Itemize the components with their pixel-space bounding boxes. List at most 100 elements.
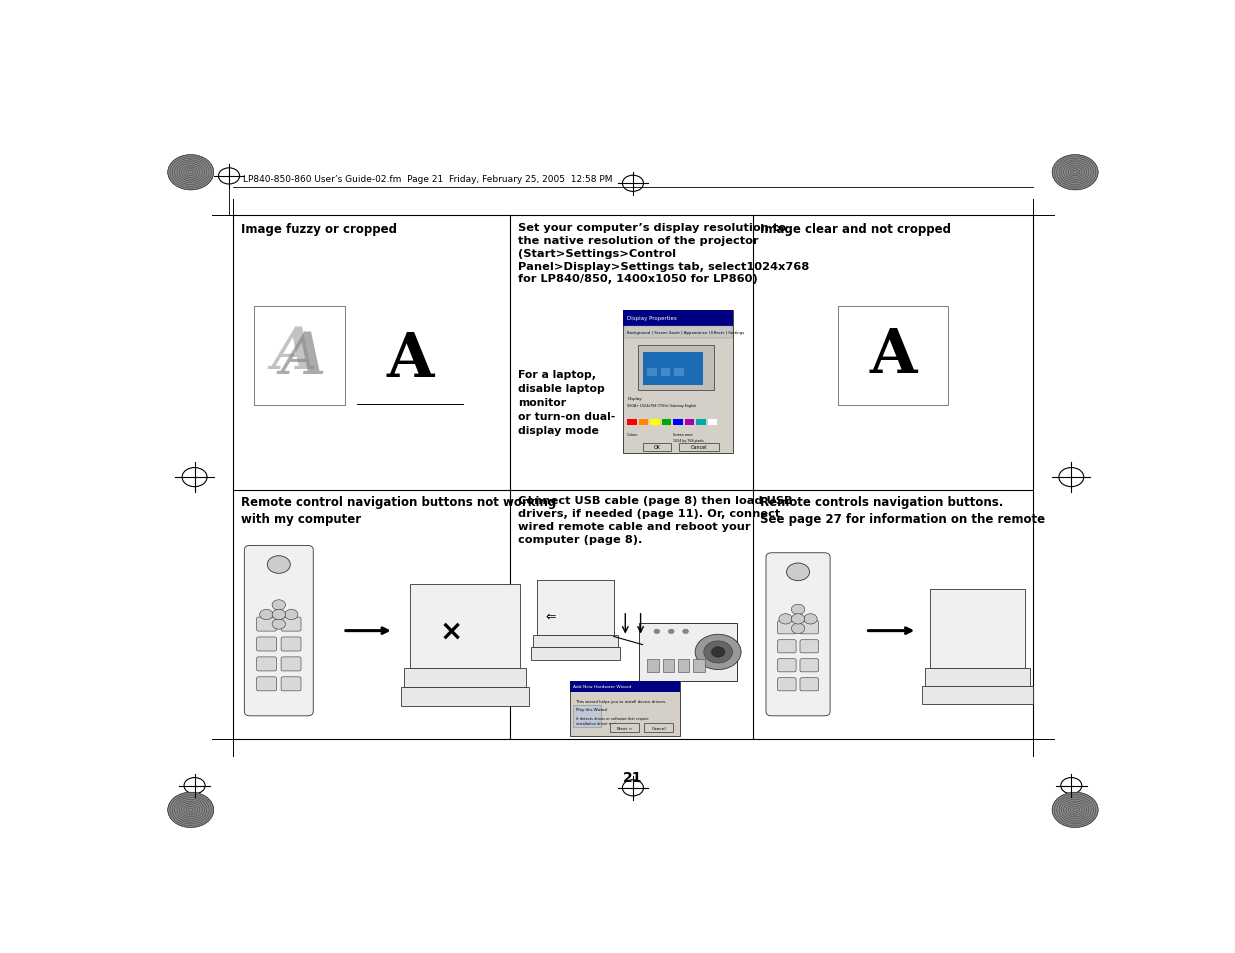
Text: Cancel: Cancel (651, 726, 666, 730)
Text: A: A (272, 324, 317, 380)
FancyBboxPatch shape (233, 215, 1032, 740)
Text: Image clear and not cropped: Image clear and not cropped (761, 223, 951, 236)
FancyBboxPatch shape (245, 546, 314, 716)
FancyBboxPatch shape (800, 659, 819, 672)
FancyBboxPatch shape (625, 327, 731, 338)
Text: Connect USB cable (page 8) then load USB
drivers, if needed (page 11). Or, conne: Connect USB cable (page 8) then load USB… (519, 496, 793, 544)
Circle shape (168, 155, 214, 191)
Text: For a laptop,
disable laptop
monitor
or turn-on dual-
display mode: For a laptop, disable laptop monitor or … (519, 370, 615, 436)
FancyBboxPatch shape (679, 444, 719, 451)
FancyBboxPatch shape (410, 584, 520, 668)
Circle shape (168, 792, 214, 827)
FancyBboxPatch shape (800, 678, 819, 691)
FancyBboxPatch shape (627, 419, 637, 425)
Text: Play this Wizard: Play this Wizard (576, 707, 606, 711)
FancyBboxPatch shape (624, 311, 734, 327)
FancyBboxPatch shape (647, 369, 657, 376)
FancyBboxPatch shape (661, 369, 671, 376)
FancyBboxPatch shape (673, 419, 683, 425)
FancyBboxPatch shape (645, 723, 673, 732)
FancyBboxPatch shape (531, 648, 620, 660)
Text: Image fuzzy or cropped: Image fuzzy or cropped (241, 223, 396, 236)
FancyBboxPatch shape (257, 677, 277, 691)
Circle shape (804, 614, 818, 624)
Circle shape (792, 604, 805, 615)
Text: Advanced...: Advanced... (627, 444, 701, 449)
FancyBboxPatch shape (282, 618, 301, 632)
Circle shape (683, 630, 688, 634)
Text: A: A (280, 330, 326, 387)
Text: Display:: Display: (627, 396, 642, 400)
FancyBboxPatch shape (930, 589, 1025, 668)
FancyBboxPatch shape (647, 659, 658, 673)
Text: Background | Screen Saver | Appearance | Effects | Settings: Background | Screen Saver | Appearance |… (627, 331, 745, 335)
FancyBboxPatch shape (569, 680, 679, 693)
FancyBboxPatch shape (697, 419, 705, 425)
Text: Next >: Next > (616, 726, 632, 730)
FancyBboxPatch shape (778, 659, 797, 672)
FancyBboxPatch shape (766, 553, 830, 716)
Text: OK: OK (653, 445, 661, 450)
Text: Remote controls navigation buttons.
See page 27 for information on the remote: Remote controls navigation buttons. See … (761, 496, 1045, 526)
FancyBboxPatch shape (638, 419, 648, 425)
FancyBboxPatch shape (257, 618, 277, 632)
FancyBboxPatch shape (254, 307, 345, 406)
Text: SVGA+ 1024x768 (75Hz) Gateway English: SVGA+ 1024x768 (75Hz) Gateway English (627, 403, 697, 408)
FancyBboxPatch shape (778, 621, 797, 634)
Text: This wizard helps you to install device drivers.: This wizard helps you to install device … (576, 700, 666, 703)
FancyBboxPatch shape (778, 640, 797, 653)
Circle shape (1052, 155, 1098, 191)
FancyBboxPatch shape (923, 686, 1032, 704)
Text: A: A (387, 330, 433, 390)
FancyBboxPatch shape (678, 659, 689, 673)
FancyBboxPatch shape (573, 705, 601, 727)
Circle shape (259, 610, 273, 620)
FancyBboxPatch shape (282, 658, 301, 671)
FancyBboxPatch shape (662, 419, 672, 425)
FancyBboxPatch shape (537, 580, 614, 635)
Circle shape (668, 630, 674, 634)
Circle shape (792, 614, 805, 624)
FancyBboxPatch shape (610, 723, 638, 732)
Circle shape (704, 641, 732, 663)
FancyBboxPatch shape (643, 353, 703, 385)
Circle shape (695, 635, 741, 670)
Circle shape (655, 630, 659, 634)
Text: ×: × (440, 617, 463, 645)
FancyBboxPatch shape (257, 658, 277, 671)
Text: Set your computer’s display resolution to
the native resolution of the projector: Set your computer’s display resolution t… (519, 223, 809, 284)
FancyBboxPatch shape (684, 419, 694, 425)
Circle shape (779, 614, 793, 624)
FancyBboxPatch shape (925, 668, 1030, 686)
FancyBboxPatch shape (693, 659, 705, 673)
Circle shape (284, 610, 298, 620)
FancyBboxPatch shape (837, 307, 947, 406)
Text: LP840-850-860 User’s Guide-02.fm  Page 21  Friday, February 25, 2005  12:58 PM: LP840-850-860 User’s Guide-02.fm Page 21… (243, 174, 613, 183)
Text: Remote control navigation buttons not working
with my computer: Remote control navigation buttons not wo… (241, 496, 556, 526)
FancyBboxPatch shape (650, 419, 659, 425)
FancyBboxPatch shape (674, 369, 684, 376)
Circle shape (267, 557, 290, 574)
Circle shape (787, 563, 809, 581)
Text: It detects drives or software that require
installation driver next.: It detects drives or software that requi… (576, 716, 648, 725)
Circle shape (792, 623, 805, 634)
FancyBboxPatch shape (624, 311, 734, 454)
Circle shape (272, 600, 285, 611)
FancyBboxPatch shape (800, 621, 819, 634)
Text: Colors:                                   Screen area:: Colors: Screen area: (627, 433, 693, 436)
Circle shape (711, 647, 725, 658)
Text: A: A (869, 326, 916, 386)
Circle shape (1052, 792, 1098, 827)
FancyBboxPatch shape (404, 668, 526, 687)
Text: ⇐: ⇐ (546, 610, 556, 622)
FancyBboxPatch shape (708, 419, 718, 425)
FancyBboxPatch shape (257, 638, 277, 651)
Text: 21: 21 (624, 770, 642, 784)
FancyBboxPatch shape (663, 659, 674, 673)
Text: Display Properties: Display Properties (627, 315, 677, 321)
Text: Add New Hardware Wizard: Add New Hardware Wizard (573, 685, 631, 689)
FancyBboxPatch shape (638, 623, 737, 681)
FancyBboxPatch shape (637, 346, 714, 391)
FancyBboxPatch shape (569, 680, 679, 736)
FancyBboxPatch shape (401, 687, 529, 706)
